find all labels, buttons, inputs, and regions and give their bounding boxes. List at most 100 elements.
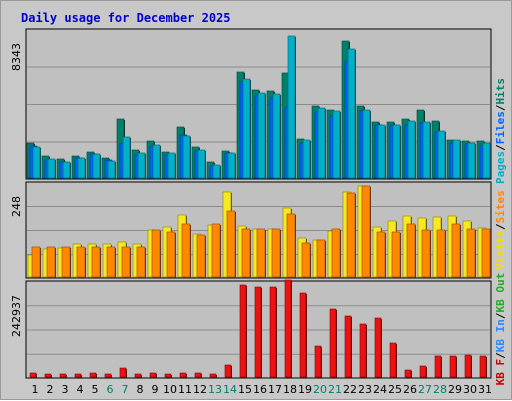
legend--: / (494, 144, 507, 151)
bar-sites-day-31 (481, 228, 491, 278)
bar-kb-f-day-2 (44, 373, 52, 378)
x-tick-label: 20 (313, 383, 327, 396)
legend-kb-in: KB In (494, 319, 507, 352)
bar-sites-day-13 (211, 223, 221, 278)
bar-sites-day-30 (466, 228, 476, 278)
x-tick-label: 14 (223, 383, 237, 396)
x-tick-label: 12 (193, 383, 207, 396)
hits-legend: Pages/Files/Hits (494, 78, 507, 184)
visits-panel: 248 Visits/Sites (10, 181, 507, 279)
hits-series-pages (32, 35, 491, 179)
x-tick-label: 17 (268, 383, 282, 396)
bar-pages-day-9 (152, 144, 161, 179)
bar-kb-f-day-31 (479, 355, 487, 378)
bar-kb-f-day-17 (269, 286, 277, 378)
bar-kb-f-day-22 (344, 315, 352, 378)
bar-sites-day-22 (346, 192, 356, 278)
bar-kb-f-day-5 (89, 372, 97, 378)
bar-sites-day-8 (136, 246, 146, 278)
bar-kb-f-day-24 (374, 317, 382, 378)
legend-sites: Sites (494, 190, 507, 223)
visits-ymax-label: 248 (10, 196, 23, 217)
bar-kb-f-day-19 (299, 292, 307, 378)
visits-series-sites (31, 185, 491, 278)
bar-kb-f-day-3 (59, 373, 67, 378)
bar-sites-day-19 (301, 242, 311, 278)
bar-sites-day-5 (91, 246, 101, 278)
bar-pages-day-22 (347, 48, 356, 179)
bar-kb-f-day-7 (119, 367, 127, 378)
legend-hits: Hits (494, 78, 507, 105)
bar-sites-day-3 (61, 246, 71, 278)
x-tick-label: 7 (122, 383, 129, 396)
x-tick-label: 5 (92, 383, 99, 396)
bar-pages-day-10 (167, 152, 176, 179)
bar-sites-day-24 (376, 231, 386, 278)
x-tick-label: 29 (448, 383, 462, 396)
bar-sites-day-7 (121, 246, 131, 278)
x-tick-label: 21 (328, 383, 342, 396)
legend-visits: Visits (494, 230, 507, 270)
bar-kb-f-day-28 (434, 355, 442, 378)
x-tick-label: 27 (418, 383, 432, 396)
bar-kb-f-day-6 (104, 373, 112, 378)
bar-kb-f-day-21 (329, 308, 337, 378)
bar-sites-day-16 (256, 228, 266, 278)
bar-kb-f-day-16 (254, 286, 262, 378)
bar-pages-day-25 (392, 124, 401, 179)
bar-pages-day-26 (407, 120, 416, 179)
x-tick-label: 11 (178, 383, 192, 396)
bar-pages-day-11 (182, 135, 191, 179)
chart-title: Daily usage for December 2025 (21, 11, 231, 25)
kbytes-ymax-label: 242937 (10, 295, 23, 337)
bar-pages-day-21 (332, 110, 341, 179)
bar-sites-day-14 (226, 210, 236, 278)
bar-kb-f-day-20 (314, 345, 322, 378)
bar-kb-f-day-12 (194, 372, 202, 378)
bar-kb-f-day-13 (209, 373, 217, 378)
x-tick-label: 25 (388, 383, 402, 396)
bar-pages-day-19 (302, 139, 311, 179)
bar-kb-f-day-23 (359, 323, 367, 378)
x-tick-label: 15 (238, 383, 252, 396)
visits-legend: Visits/Sites (494, 190, 507, 270)
bar-kb-f-day-26 (404, 369, 412, 378)
bar-pages-day-5 (92, 153, 101, 179)
bar-sites-day-2 (46, 246, 56, 278)
legend--: / (494, 223, 507, 230)
bar-sites-day-17 (271, 228, 281, 278)
bar-sites-day-26 (406, 223, 416, 278)
bar-sites-day-15 (241, 228, 251, 278)
kbytes-series-kb-f (29, 279, 487, 378)
x-tick-label: 26 (403, 383, 417, 396)
bar-sites-day-4 (76, 246, 86, 278)
bar-pages-day-30 (467, 142, 476, 179)
x-tick-label: 3 (62, 383, 69, 396)
bar-kb-f-day-30 (464, 354, 472, 378)
bar-sites-day-10 (166, 231, 176, 278)
bar-sites-day-29 (451, 223, 461, 278)
bar-pages-day-8 (137, 152, 146, 179)
bar-pages-day-16 (257, 92, 266, 179)
bar-pages-day-20 (317, 107, 326, 179)
bar-sites-day-20 (316, 239, 326, 278)
bar-pages-day-28 (437, 130, 446, 179)
bar-sites-day-28 (436, 229, 446, 278)
bar-pages-day-7 (122, 136, 131, 179)
legend-kb-f: KB F (494, 359, 507, 386)
bar-kb-f-day-29 (449, 355, 457, 378)
bar-pages-day-2 (47, 158, 56, 179)
x-tick-label: 31 (478, 383, 492, 396)
bar-pages-day-15 (242, 78, 251, 179)
bar-sites-day-21 (331, 228, 341, 278)
legend-files: Files (494, 111, 507, 144)
bar-kb-f-day-10 (164, 373, 172, 378)
bar-sites-day-1 (31, 246, 41, 278)
bar-kb-f-day-8 (134, 373, 142, 378)
bar-sites-day-12 (196, 234, 206, 278)
x-tick-label: 30 (463, 383, 477, 396)
